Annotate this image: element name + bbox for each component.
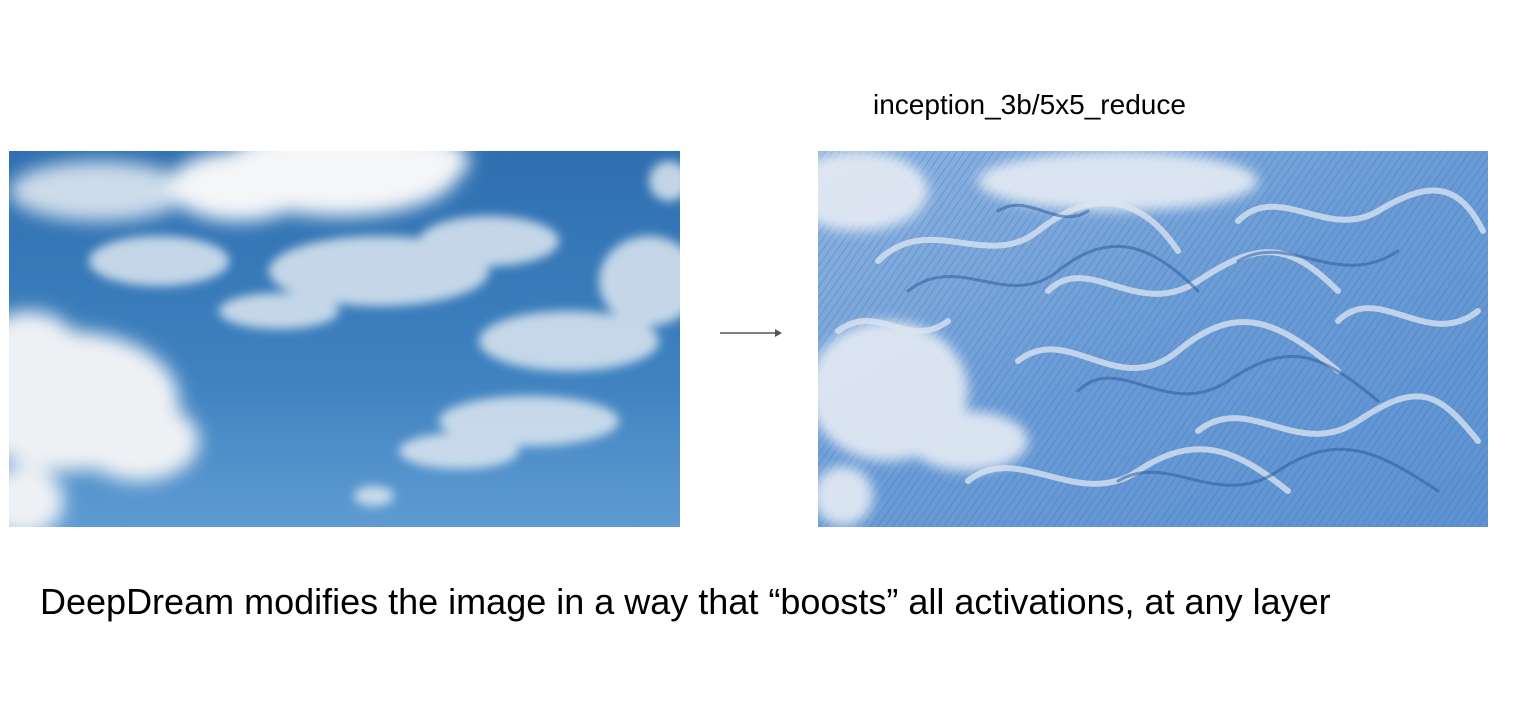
caption: DeepDream modifies the image in a way th… — [40, 581, 1331, 622]
layer-label: inception_3b/5x5_reduce — [873, 89, 1186, 120]
right-arrow-icon — [719, 325, 783, 341]
deepdream-image — [818, 151, 1488, 527]
original-sky-image — [9, 151, 680, 527]
